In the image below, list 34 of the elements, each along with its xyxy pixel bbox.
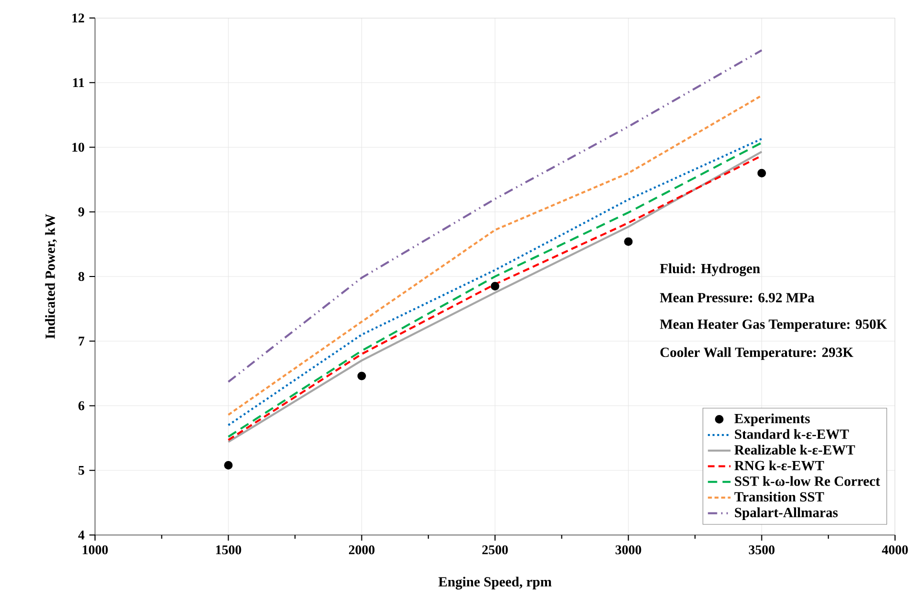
legend-label: RNG k-ε-EWT — [734, 460, 824, 470]
legend-label: SST k-ω-low Re Correct — [734, 476, 880, 486]
annotation: Fluid: Hydrogen — [660, 263, 760, 276]
annotation: Mean Pressure: 6.92 MPa — [660, 292, 814, 302]
y-tick-label: 9 — [78, 207, 84, 216]
y-tick-label: 6 — [78, 401, 84, 410]
x-tick-label: 2500 — [482, 545, 508, 554]
point — [224, 460, 233, 470]
point — [357, 372, 366, 380]
y-tick-label: 4 — [78, 530, 84, 540]
annotation: Mean Heater Gas Temperature: 950K — [660, 319, 887, 332]
point — [490, 282, 500, 290]
y-tick-label: 11 — [73, 78, 84, 87]
y-tick-label: 12 — [72, 14, 84, 22]
y-tick-label: 5 — [78, 466, 84, 475]
x-tick-label: 3000 — [616, 545, 642, 554]
legend-label: Transition SST — [734, 492, 824, 502]
point — [757, 168, 766, 178]
legend-label: Realizable k-ε-EWT — [734, 444, 856, 455]
x-tick-label: 2000 — [348, 545, 374, 554]
y-tick-label: 8 — [78, 272, 84, 281]
x-tick-label: 1500 — [216, 545, 242, 554]
x-axis-title: Engine Speed, rpm — [438, 576, 552, 590]
point — [624, 237, 633, 246]
legend-label: Spalart-Allmaras — [734, 507, 838, 520]
annotation: Cooler Wall Temperature: 293K — [660, 347, 854, 360]
x-tick-label: 1000 — [82, 545, 108, 554]
y-tick-label: 7 — [78, 336, 84, 346]
y-tick-label: 10 — [72, 142, 84, 152]
x-tick-label: 3500 — [748, 545, 774, 554]
y-axis-title: Indicated Power, kW — [45, 214, 57, 339]
legend-label: Experiments — [734, 413, 810, 426]
legend-label: Standard k-ε-EWT — [734, 429, 849, 440]
x-tick-label: 4000 — [882, 545, 908, 554]
